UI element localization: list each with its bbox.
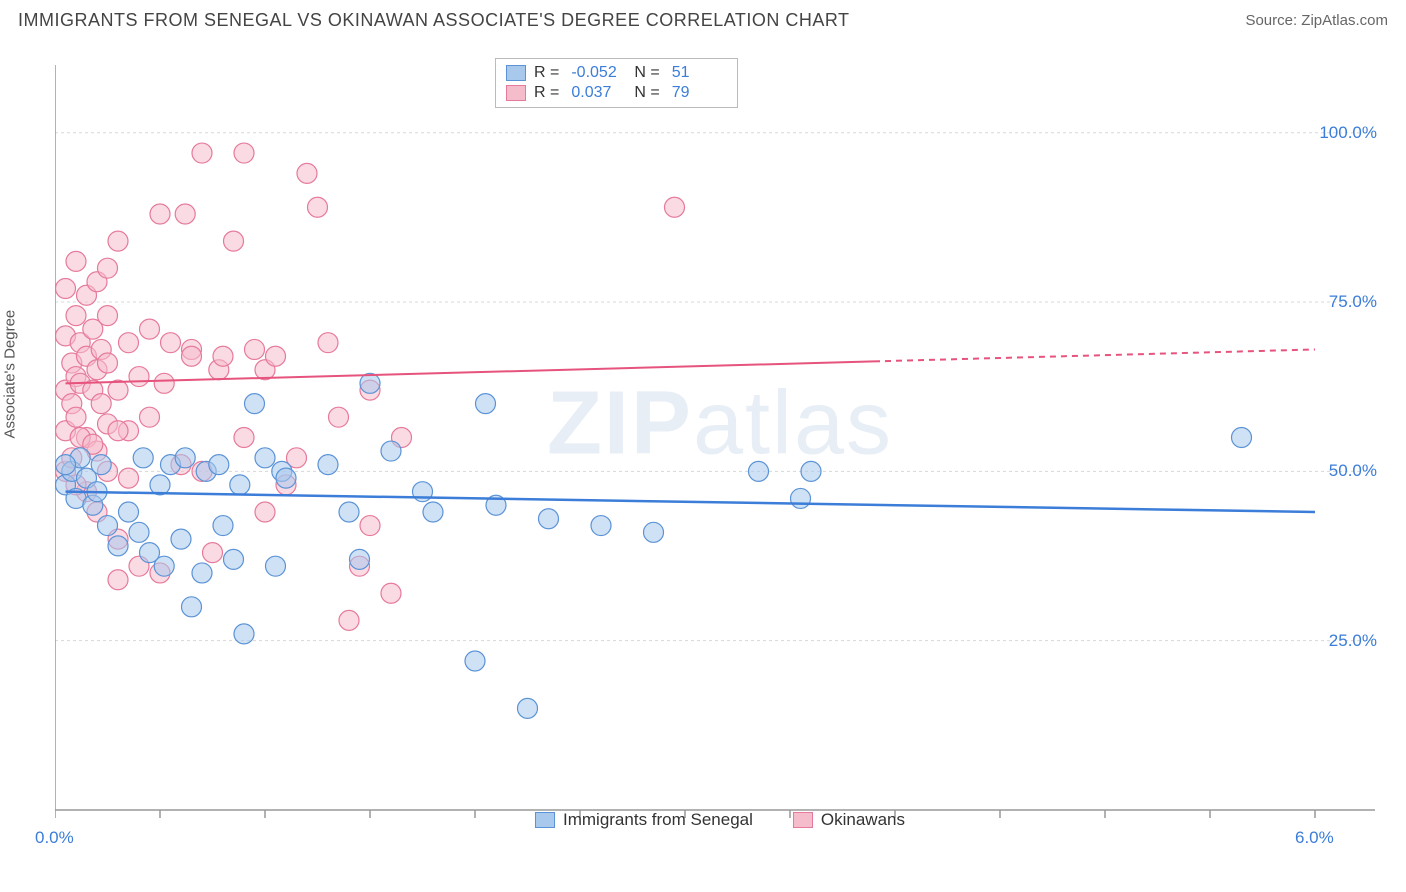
- r-label: R =: [534, 84, 559, 102]
- legend-item-senegal: Immigrants from Senegal: [535, 810, 753, 830]
- n-value-okinawan: 79: [672, 84, 727, 102]
- legend-row-senegal: R = -0.052 N = 51: [506, 63, 727, 83]
- scatter-plot: [55, 50, 1385, 830]
- x-tick-label: 0.0%: [35, 828, 74, 848]
- y-tick-label: 75.0%: [1329, 292, 1377, 312]
- legend-swatch-okinawan: [506, 85, 526, 101]
- legend-item-okinawan: Okinawans: [793, 810, 905, 830]
- n-label: N =: [634, 84, 659, 102]
- correlation-legend: R = -0.052 N = 51 R = 0.037 N = 79: [495, 58, 738, 108]
- r-value-senegal: -0.052: [571, 64, 626, 82]
- n-label: N =: [634, 64, 659, 82]
- x-tick-label: 6.0%: [1295, 828, 1334, 848]
- legend-swatch-okinawan: [793, 812, 813, 828]
- legend-label-senegal: Immigrants from Senegal: [563, 810, 753, 830]
- source-label: Source: ZipAtlas.com: [1245, 12, 1388, 29]
- series-legend: Immigrants from Senegal Okinawans: [535, 810, 905, 830]
- n-value-senegal: 51: [672, 64, 727, 82]
- chart-title: IMMIGRANTS FROM SENEGAL VS OKINAWAN ASSO…: [18, 10, 850, 31]
- y-tick-label: 100.0%: [1319, 123, 1377, 143]
- r-label: R =: [534, 64, 559, 82]
- legend-swatch-senegal: [506, 65, 526, 81]
- legend-swatch-senegal: [535, 812, 555, 828]
- legend-label-okinawan: Okinawans: [821, 810, 905, 830]
- chart-header: IMMIGRANTS FROM SENEGAL VS OKINAWAN ASSO…: [0, 0, 1406, 37]
- y-tick-label: 50.0%: [1329, 461, 1377, 481]
- legend-row-okinawan: R = 0.037 N = 79: [506, 83, 727, 103]
- r-value-okinawan: 0.037: [571, 84, 626, 102]
- chart-container: ZIPatlas R = -0.052 N = 51 R = 0.037 N =…: [55, 50, 1385, 830]
- y-tick-label: 25.0%: [1329, 631, 1377, 651]
- y-axis-label: Associate's Degree: [2, 310, 19, 439]
